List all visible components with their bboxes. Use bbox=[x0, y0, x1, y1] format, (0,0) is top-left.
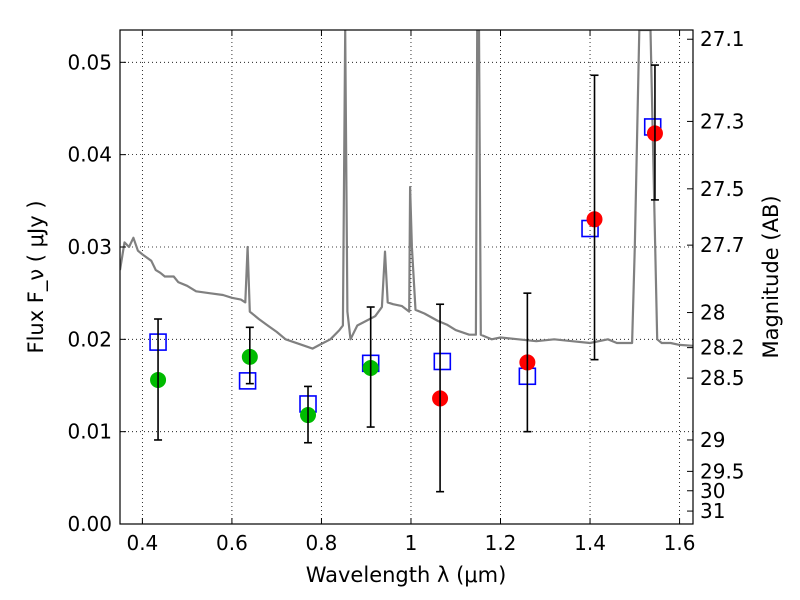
y-tick-label: 0.00 bbox=[67, 512, 112, 536]
x-tick-label: 1 bbox=[405, 531, 418, 555]
y2-tick-label: 29.5 bbox=[700, 459, 745, 483]
x-tick-label: 0.6 bbox=[216, 531, 248, 555]
axes: 0.4 0.6 0.8 1 1.2 1.4 1.6 0.00 0.01 0.02 0.03 0.04 0… bbox=[67, 27, 744, 555]
x-axis-label: Wavelength λ (μm) bbox=[306, 563, 507, 587]
y2-tick-label: 27.1 bbox=[700, 27, 745, 51]
spectrum-line bbox=[120, 30, 693, 350]
x-tick-label: 0.4 bbox=[126, 531, 158, 555]
y2-tick-label: 30 bbox=[700, 479, 725, 503]
y-tick-label: 0.04 bbox=[67, 143, 112, 167]
square-marker bbox=[433, 352, 452, 371]
plot-area bbox=[120, 30, 693, 524]
y-tick-label: 0.03 bbox=[67, 235, 112, 259]
x-tick-label: 1.6 bbox=[664, 531, 696, 555]
y-axis-label: Flux F_ν ( μJy ) bbox=[24, 200, 49, 353]
y2-tick-label: 29 bbox=[700, 428, 725, 452]
x-tick-label: 0.8 bbox=[306, 531, 338, 555]
square-marker bbox=[238, 372, 257, 390]
y-tick-label: 0.02 bbox=[67, 327, 112, 351]
y-tick-label: 0.01 bbox=[67, 420, 112, 444]
y2-tick-label: 27.7 bbox=[700, 233, 745, 257]
y2-tick-label: 27.5 bbox=[700, 177, 745, 201]
y2-axis-label: Magnitude (AB) bbox=[759, 195, 783, 358]
y2-tick-label: 28 bbox=[700, 301, 725, 325]
plot-content bbox=[120, 30, 693, 493]
x-tick-label: 1.4 bbox=[574, 531, 606, 555]
y2-tick-label: 27.3 bbox=[700, 109, 745, 133]
y2-tick-label: 28.5 bbox=[700, 366, 745, 390]
y-tick-label: 0.05 bbox=[67, 50, 112, 74]
x-tick-label: 1.2 bbox=[485, 531, 517, 555]
y2-tick-label: 31 bbox=[700, 499, 725, 523]
y2-tick-label: 28.2 bbox=[700, 336, 745, 360]
plot-frame bbox=[119, 29, 694, 525]
